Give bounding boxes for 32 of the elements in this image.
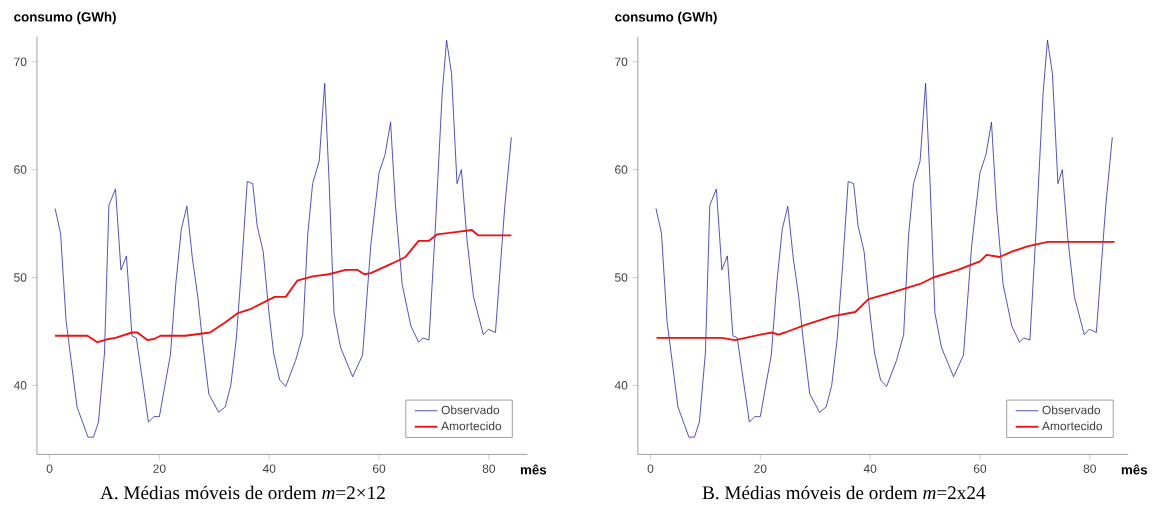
- x-axis-title: mês: [1121, 464, 1148, 475]
- text: B. Médias móveis de ordem m=2x24: [702, 485, 986, 500]
- x-tick-label: 20: [754, 464, 767, 473]
- y-axis-title: consumo (GWh): [615, 11, 717, 25]
- y-axis-title: consumo (GWh): [14, 11, 116, 25]
- y-tick-label: 40: [13, 380, 27, 390]
- x-tick-label: 80: [482, 464, 496, 473]
- y-tick-label: 50: [614, 273, 628, 282]
- line-series: [655, 240, 1116, 341]
- y-tick-label: 40: [614, 380, 628, 390]
- legend-label: Amortecido: [1041, 421, 1103, 431]
- y-tick-label: 60: [14, 165, 27, 174]
- x-tick-label: 20: [153, 464, 166, 473]
- x-tick-label: 80: [1083, 464, 1096, 473]
- x-tick-label: 60: [372, 464, 386, 473]
- line-series: [54, 228, 513, 343]
- legend-label: Observado: [1042, 405, 1101, 415]
- x-tick-label: 0: [647, 464, 654, 473]
- legend-label: Observado: [441, 405, 500, 415]
- x-tick-label: 0: [46, 464, 53, 473]
- line-series: [54, 39, 512, 438]
- line-series: [655, 39, 1113, 438]
- y-tick-label: 50: [14, 273, 27, 282]
- x-tick-label: 40: [262, 464, 276, 473]
- x-tick-label: 60: [973, 464, 987, 473]
- y-tick-label: 70: [14, 57, 27, 66]
- y-tick-label: 60: [615, 165, 628, 174]
- x-axis-title: mês: [520, 464, 547, 475]
- y-tick-label: 70: [615, 57, 628, 66]
- legend-label: Amortecido: [441, 421, 502, 431]
- text: A. Médias móveis de ordem m=2×12: [100, 485, 385, 500]
- x-tick-label: 40: [863, 464, 877, 473]
